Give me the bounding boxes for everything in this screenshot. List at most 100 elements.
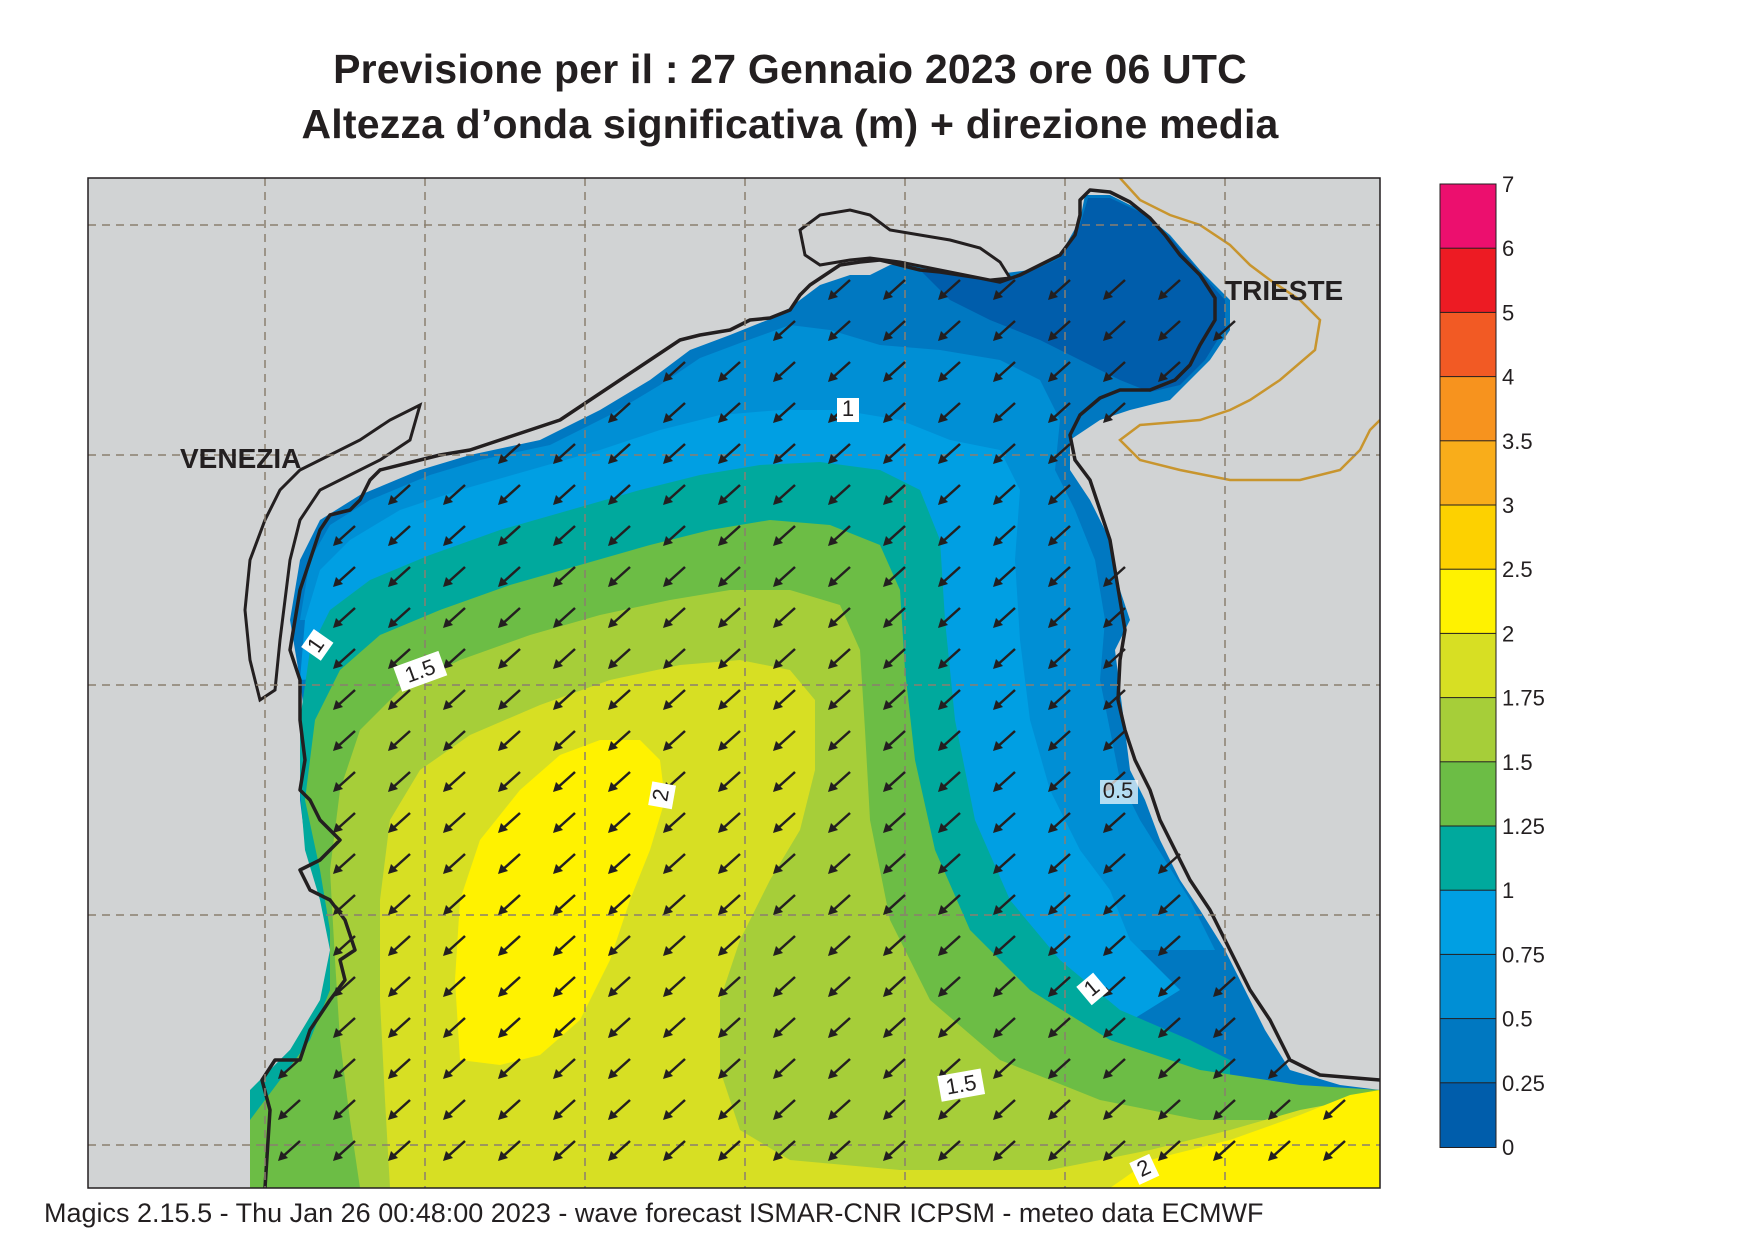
direction-arrow xyxy=(718,812,741,833)
direction-arrow xyxy=(1103,853,1126,874)
direction-arrow xyxy=(1323,1140,1346,1161)
direction-arrow xyxy=(1158,1140,1181,1161)
direction-arrow xyxy=(883,812,906,833)
legend-label: 2 xyxy=(1502,621,1514,646)
direction-arrow xyxy=(498,648,521,669)
direction-arrow xyxy=(993,935,1016,956)
direction-arrow xyxy=(443,1099,466,1120)
direction-arrow xyxy=(443,935,466,956)
legend-swatch xyxy=(1439,568,1497,635)
direction-arrow xyxy=(498,566,521,587)
direction-arrow xyxy=(1103,1017,1126,1038)
direction-arrow xyxy=(938,976,961,997)
direction-arrow xyxy=(1268,1099,1291,1120)
direction-arrow xyxy=(663,894,686,915)
wave-direction-arrows xyxy=(278,279,1346,1161)
direction-arrow xyxy=(718,402,741,423)
direction-arrow xyxy=(773,1099,796,1120)
direction-arrow xyxy=(828,853,851,874)
direction-arrow xyxy=(663,484,686,505)
direction-arrow xyxy=(608,525,631,546)
direction-arrow xyxy=(498,935,521,956)
direction-arrow xyxy=(993,648,1016,669)
direction-arrow xyxy=(993,484,1016,505)
direction-arrow xyxy=(608,894,631,915)
grado-land xyxy=(798,208,1013,282)
direction-arrow xyxy=(663,361,686,382)
legend-label: 3 xyxy=(1502,493,1514,518)
map-frame xyxy=(87,177,1381,1189)
direction-arrow xyxy=(553,853,576,874)
direction-arrow xyxy=(1103,320,1126,341)
direction-arrow xyxy=(773,443,796,464)
direction-arrow xyxy=(1048,402,1071,423)
direction-arrow xyxy=(443,607,466,628)
direction-arrow xyxy=(883,976,906,997)
direction-arrow xyxy=(553,443,576,464)
direction-arrow xyxy=(498,1058,521,1079)
direction-arrow xyxy=(773,607,796,628)
direction-arrow xyxy=(1048,812,1071,833)
legend-label: 0.25 xyxy=(1502,1071,1545,1096)
direction-arrow xyxy=(773,689,796,710)
direction-arrow xyxy=(773,402,796,423)
city-label-trieste: TRIESTE xyxy=(1225,275,1343,306)
direction-arrow xyxy=(1048,935,1071,956)
direction-arrow xyxy=(663,976,686,997)
direction-arrow xyxy=(773,1017,796,1038)
direction-arrow xyxy=(773,1058,796,1079)
direction-arrow xyxy=(388,566,411,587)
direction-arrow xyxy=(993,894,1016,915)
direction-arrow xyxy=(443,771,466,792)
direction-arrow xyxy=(1158,976,1181,997)
svg-text:0.5: 0.5 xyxy=(1103,778,1134,803)
legend-swatch xyxy=(1439,504,1497,571)
direction-arrow xyxy=(773,525,796,546)
direction-arrow xyxy=(883,853,906,874)
direction-arrow xyxy=(1103,1099,1126,1120)
direction-arrow xyxy=(553,566,576,587)
direction-arrow xyxy=(938,935,961,956)
direction-arrow xyxy=(883,1058,906,1079)
legend-swatch xyxy=(1439,376,1497,442)
direction-arrow xyxy=(718,771,741,792)
direction-arrow xyxy=(333,976,356,997)
direction-arrow xyxy=(608,1017,631,1038)
direction-arrow xyxy=(938,320,961,341)
direction-arrow xyxy=(498,730,521,751)
direction-arrow xyxy=(333,648,356,669)
direction-arrow xyxy=(773,976,796,997)
legend-label: 1.5 xyxy=(1502,750,1533,775)
direction-arrow xyxy=(443,976,466,997)
legend-label: 0 xyxy=(1502,1135,1514,1160)
direction-arrow xyxy=(1158,1017,1181,1038)
direction-arrow xyxy=(443,812,466,833)
legend-label: 2.5 xyxy=(1502,557,1533,582)
legend-label: 7 xyxy=(1502,172,1514,197)
direction-arrow xyxy=(608,443,631,464)
direction-arrow xyxy=(553,976,576,997)
direction-arrow xyxy=(1048,1058,1071,1079)
direction-arrow xyxy=(1048,320,1071,341)
direction-arrow xyxy=(663,730,686,751)
direction-arrow xyxy=(718,730,741,751)
direction-arrow xyxy=(993,1099,1016,1120)
direction-arrow xyxy=(993,853,1016,874)
direction-arrow xyxy=(498,443,521,464)
footer-credits: Magics 2.15.5 - Thu Jan 26 00:48:00 2023… xyxy=(44,1198,1264,1228)
direction-arrow xyxy=(1213,1099,1236,1120)
direction-arrow xyxy=(608,689,631,710)
direction-arrow xyxy=(663,607,686,628)
contour-label: 1.5 xyxy=(937,1068,986,1102)
direction-arrow xyxy=(828,607,851,628)
direction-arrow xyxy=(388,853,411,874)
direction-arrow xyxy=(773,935,796,956)
direction-arrow xyxy=(388,894,411,915)
direction-arrow xyxy=(553,812,576,833)
direction-arrow xyxy=(883,1017,906,1038)
direction-arrow xyxy=(1158,1099,1181,1120)
direction-arrow xyxy=(608,1140,631,1161)
direction-arrow xyxy=(1048,279,1071,300)
direction-arrow xyxy=(663,1017,686,1038)
direction-arrow xyxy=(608,607,631,628)
